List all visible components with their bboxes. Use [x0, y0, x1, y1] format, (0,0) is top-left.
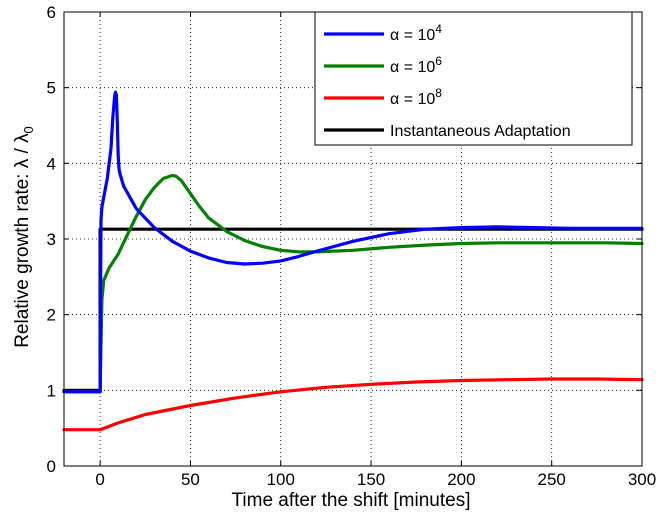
tick-labels: 0 50 100 150 200 250 300 0 1 2 3 4 5 6: [47, 3, 657, 489]
legend-label: Instantaneous Adaptation: [390, 123, 571, 140]
y-tick-label: 5: [47, 79, 56, 98]
x-tick-label: 200: [447, 470, 475, 489]
legend-label: α = 108: [390, 86, 442, 108]
series-line: [62, 377, 644, 432]
y-axis-title-main: Relative growth rate: λ / λ: [12, 133, 33, 348]
series-line: [62, 227, 644, 392]
legend-items: α = 104 α = 106 α = 108 Instantaneous Adapt…: [324, 22, 571, 140]
y-tick-label: 6: [47, 3, 56, 22]
y-axis-title: Relative growth rate: λ / λ0: [12, 126, 36, 348]
x-tick-label: 100: [267, 470, 295, 489]
legend-label: α = 104: [390, 22, 442, 44]
y-tick-label: 2: [47, 306, 56, 325]
y-tick-label: 1: [47, 381, 56, 400]
data-series: [62, 90, 644, 432]
x-tick-label: 50: [181, 470, 200, 489]
x-tick-label: 250: [538, 470, 566, 489]
series-line: [62, 90, 644, 394]
series-line: [62, 173, 644, 394]
y-tick-label: 3: [47, 230, 56, 249]
y-tick-label: 0: [47, 457, 56, 476]
y-axis-title-subscript: 0: [21, 126, 36, 133]
legend-label: α = 106: [390, 54, 442, 76]
y-tick-label: 4: [47, 154, 56, 173]
x-tick-label: 300: [628, 470, 656, 489]
legend: α = 104 α = 106 α = 108 Instantaneous Adapt…: [314, 11, 633, 146]
x-axis-title: Time after the shift [minutes]: [232, 490, 471, 511]
x-tick-label: 0: [95, 470, 104, 489]
x-tick-label: 150: [357, 470, 385, 489]
